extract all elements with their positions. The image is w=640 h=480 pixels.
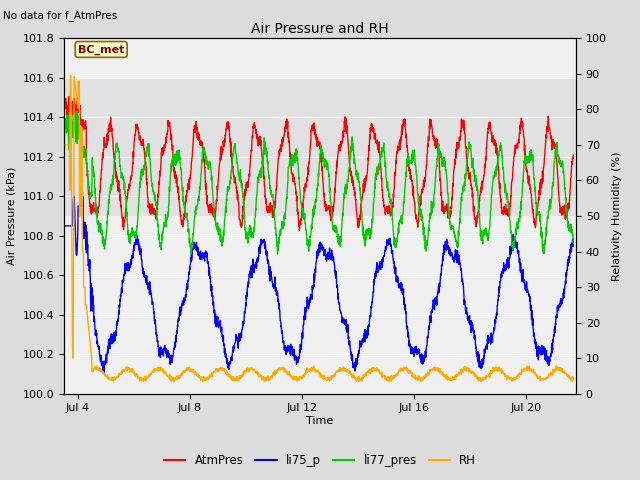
- X-axis label: Time: Time: [307, 416, 333, 426]
- Title: Air Pressure and RH: Air Pressure and RH: [251, 22, 389, 36]
- Y-axis label: Relativity Humidity (%): Relativity Humidity (%): [612, 151, 622, 281]
- Text: BC_met: BC_met: [78, 44, 124, 55]
- Bar: [64, 78, 576, 216]
- Text: No data for f_AtmPres: No data for f_AtmPres: [3, 11, 118, 22]
- Y-axis label: Air Pressure (kPa): Air Pressure (kPa): [7, 167, 17, 265]
- Legend: AtmPres, li75_p, li77_pres, RH: AtmPres, li75_p, li77_pres, RH: [159, 449, 481, 472]
